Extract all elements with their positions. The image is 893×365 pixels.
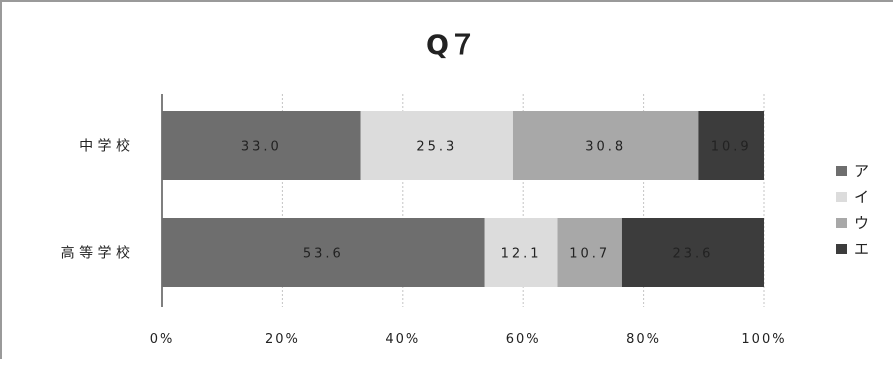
chart-title: Q７ xyxy=(426,30,476,61)
data-label: 10.7 xyxy=(569,247,610,262)
legend-label: イ xyxy=(854,188,869,206)
data-label: 10.9 xyxy=(711,140,752,155)
bar-segment xyxy=(557,218,622,287)
bar-segment xyxy=(162,218,485,287)
x-tick-label: 40% xyxy=(385,332,420,347)
legend-swatch xyxy=(836,218,847,228)
bar-segment xyxy=(621,218,764,287)
legend-label: エ xyxy=(854,240,869,258)
x-tick-label: 60% xyxy=(506,332,541,347)
category-labels: 中 学 校高 等 学 校 xyxy=(61,138,130,262)
x-tick-label: 20% xyxy=(265,332,300,347)
x-tick-label: 100% xyxy=(741,332,786,347)
data-label: 53.6 xyxy=(303,247,344,262)
bar-segment xyxy=(698,111,764,180)
bar-segment xyxy=(484,218,558,287)
x-axis-tick-labels: 0% 20% 40% 60% 80% 100% xyxy=(150,332,786,347)
legend-swatch xyxy=(836,192,847,202)
data-label: 30.8 xyxy=(585,140,626,155)
x-tick-label: 0% xyxy=(150,332,175,347)
data-label: 33.0 xyxy=(241,140,282,155)
legend-swatch xyxy=(836,244,847,254)
bar-segment xyxy=(162,111,361,180)
bar-segment xyxy=(512,111,699,180)
legend-label: ウ xyxy=(854,214,869,232)
bar-segment xyxy=(360,111,513,180)
bars: 33.0 25.3 30.8 10.9 53.6 12.1 10.7 23.6 xyxy=(162,111,764,287)
legend-swatch xyxy=(836,166,847,176)
data-label: 12.1 xyxy=(501,247,542,262)
x-tick-label: 80% xyxy=(626,332,661,347)
legend-label: ア xyxy=(854,162,869,180)
data-label: 25.3 xyxy=(416,140,457,155)
data-label: 23.6 xyxy=(672,247,713,262)
category-label: 中 学 校 xyxy=(79,138,130,155)
category-label: 高 等 学 校 xyxy=(61,245,130,262)
